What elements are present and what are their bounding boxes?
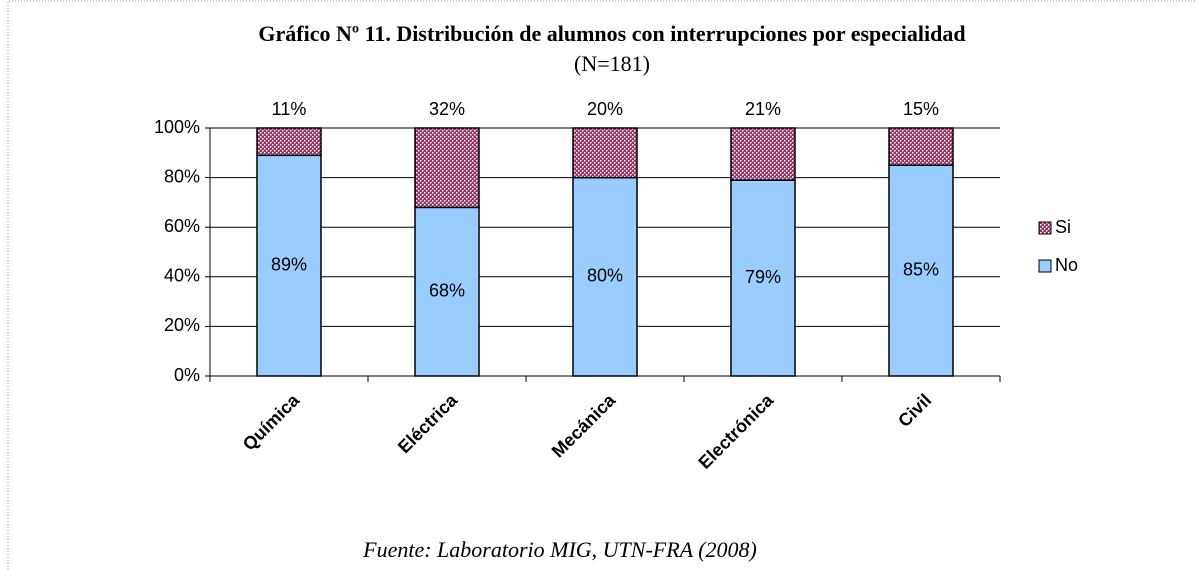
data-label: 32% <box>429 99 465 119</box>
data-label: 15% <box>903 99 939 119</box>
bar-segment <box>256 127 322 157</box>
bar-segment <box>730 127 796 181</box>
source: Fuente: Laboratorio MIG, UTN-FRA (2008) <box>362 537 757 562</box>
bar-segment <box>888 164 954 377</box>
data-label: 79% <box>745 267 781 287</box>
frame <box>7 0 1197 570</box>
data-label: 20% <box>587 99 623 119</box>
data-label: 89% <box>271 254 307 274</box>
chart-title: Gráfico Nº 11. Distribución de alumnos c… <box>258 21 965 46</box>
data-label: 11% <box>272 99 307 119</box>
bar-segment <box>414 206 480 377</box>
x-tick-label: Civil <box>894 390 935 431</box>
chart-subtitle: (N=181) <box>574 51 650 76</box>
x-tick-label: Mecánica <box>548 389 620 461</box>
legend-label: Si <box>1055 217 1071 237</box>
x-tick-label: Electrónica <box>694 389 777 472</box>
data-label: 80% <box>587 266 623 286</box>
legend-swatch <box>1038 259 1052 273</box>
bar-segment <box>572 127 638 179</box>
data-label: 21% <box>745 99 781 119</box>
data-label: 68% <box>429 280 465 300</box>
y-tick-label: 20% <box>164 315 200 335</box>
bar-segment <box>572 176 638 377</box>
bar-segment <box>888 127 954 166</box>
x-tick-label: Eléctrica <box>394 389 462 457</box>
x-tick-label: Química <box>239 389 304 454</box>
y-tick-label: 60% <box>164 216 200 236</box>
legend-swatch <box>1038 221 1052 235</box>
data-label: 85% <box>903 259 939 279</box>
legend-label: No <box>1055 255 1078 275</box>
y-tick-label: 100% <box>154 117 200 137</box>
y-tick-label: 40% <box>164 266 200 286</box>
y-tick-label: 0% <box>174 365 200 385</box>
y-tick-label: 80% <box>164 166 200 186</box>
bar-segment <box>414 127 480 209</box>
bar-segment <box>256 154 322 377</box>
bar-segment <box>730 179 796 377</box>
